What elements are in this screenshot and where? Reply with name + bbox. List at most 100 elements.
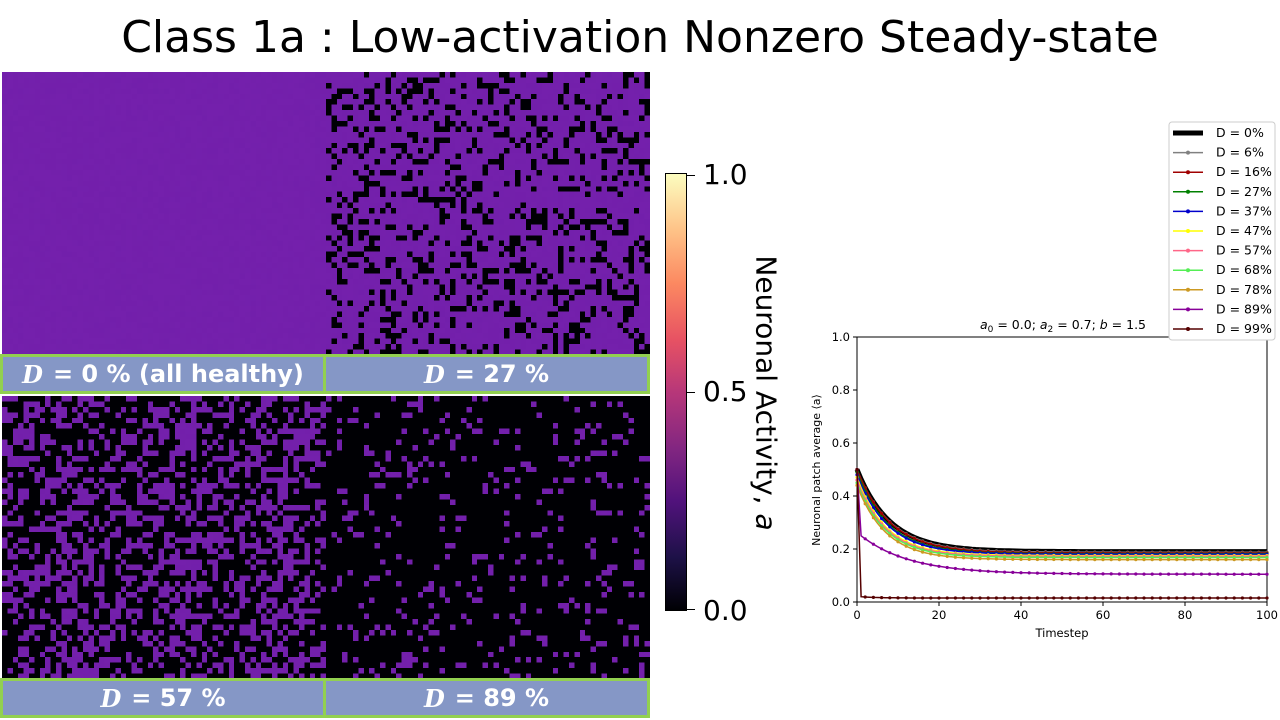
series-marker (1257, 572, 1261, 576)
legend-entry: D = 0% (1216, 125, 1264, 140)
series-marker (1191, 596, 1195, 600)
panel-label-text: = 27 % (454, 360, 550, 388)
series-marker (937, 564, 941, 568)
series-marker (994, 557, 998, 561)
series-marker (1076, 572, 1080, 576)
series-marker (880, 596, 884, 600)
legend-entry: D = 99% (1216, 321, 1272, 336)
d-symbol: D (423, 359, 445, 389)
series-marker (1232, 596, 1236, 600)
series-marker (1035, 571, 1039, 575)
series-marker (978, 557, 982, 561)
panel-label-d27: D = 27 % (323, 354, 650, 394)
chart-title: a0 = 0.0; a2 = 0.7; b = 1.5 (980, 317, 1146, 335)
legend-marker (1186, 287, 1190, 292)
y-tick-label: 0.6 (832, 436, 850, 450)
series-marker (970, 596, 974, 600)
series-marker (1003, 557, 1007, 561)
series-marker (1085, 572, 1089, 576)
series-marker (1011, 570, 1015, 574)
series-marker (1142, 572, 1146, 576)
series-marker (945, 565, 949, 570)
series-marker (1035, 596, 1039, 600)
series-marker (1240, 572, 1244, 576)
series-marker (1126, 596, 1130, 600)
series-marker (912, 536, 916, 541)
series-marker (1019, 571, 1023, 575)
series-marker (978, 596, 982, 600)
series-marker (1052, 571, 1056, 575)
series-marker (1060, 571, 1064, 576)
series-marker (921, 561, 925, 565)
series-marker (1101, 572, 1105, 576)
x-tick-label: 60 (1096, 608, 1111, 622)
series-marker (929, 545, 933, 549)
legend-box (1168, 121, 1276, 341)
series-marker (1167, 558, 1171, 562)
series-marker (1068, 555, 1072, 559)
series-marker (1183, 596, 1187, 600)
series-marker (1027, 596, 1031, 600)
series-marker (1199, 572, 1203, 576)
panel-label-d57: D = 57 % (0, 678, 326, 718)
series-marker (1019, 555, 1023, 559)
series-marker (953, 555, 957, 559)
series-marker (1224, 558, 1228, 562)
series-marker (880, 526, 884, 530)
series-marker (1093, 558, 1097, 562)
series-marker (871, 595, 875, 599)
series-marker (1093, 572, 1097, 576)
series-group (854, 467, 1269, 600)
series-marker (1044, 557, 1048, 562)
series-marker (1134, 558, 1138, 562)
d-symbol: D (100, 683, 122, 713)
series-marker (1076, 596, 1080, 600)
legend-entry: D = 16% (1216, 164, 1272, 179)
series-marker (986, 596, 990, 600)
series-marker (896, 531, 900, 535)
colorbar-tick-label: 0.0 (703, 594, 748, 627)
series-marker (1035, 555, 1039, 559)
legend-marker (1186, 209, 1190, 214)
y-tick-label: 0.2 (832, 542, 850, 556)
y-axis: 0.0 0.2 0.4 0.6 0.8 1.0 (832, 330, 857, 609)
series-marker (1150, 596, 1154, 600)
series-marker (896, 554, 900, 558)
y-tick-label: 0.4 (832, 489, 850, 503)
x-tick-label: 0 (853, 608, 860, 622)
series-marker (1019, 596, 1023, 600)
series-marker (1208, 558, 1212, 562)
legend-marker (1186, 268, 1190, 273)
series-marker (912, 545, 916, 549)
series-marker (1035, 557, 1039, 562)
series-marker (1216, 558, 1220, 562)
series-marker (921, 550, 925, 554)
series-marker (962, 596, 966, 600)
panel-label-d0: D = 0 % (all healthy) (0, 354, 326, 394)
legend-marker (1186, 189, 1190, 194)
colorbar-tick-label: 0.5 (703, 375, 748, 408)
series-marker (1076, 558, 1080, 562)
series-marker (1175, 596, 1179, 600)
y-axis-label: Neuronal patch average ⟨a⟩ (810, 394, 823, 546)
series-marker (1265, 572, 1269, 576)
series-marker (962, 567, 966, 571)
x-tick-label: 80 (1178, 608, 1193, 622)
y-tick-label: 0.8 (832, 383, 850, 397)
series-marker (978, 569, 982, 573)
series-marker (1011, 557, 1015, 561)
series-marker (1068, 572, 1072, 576)
legend-marker (1186, 229, 1190, 233)
series-marker (1101, 558, 1105, 562)
series-marker (880, 517, 884, 521)
series-marker (871, 506, 875, 510)
series-marker (921, 540, 925, 544)
series-marker (1240, 596, 1244, 600)
x-tick-label: 20 (932, 608, 947, 622)
series-marker (945, 554, 949, 558)
series-marker (994, 570, 998, 574)
series-marker (1199, 558, 1203, 562)
d-symbol: D (423, 683, 445, 713)
series-marker (904, 544, 908, 548)
heatmap-panel-d57 (2, 396, 326, 679)
